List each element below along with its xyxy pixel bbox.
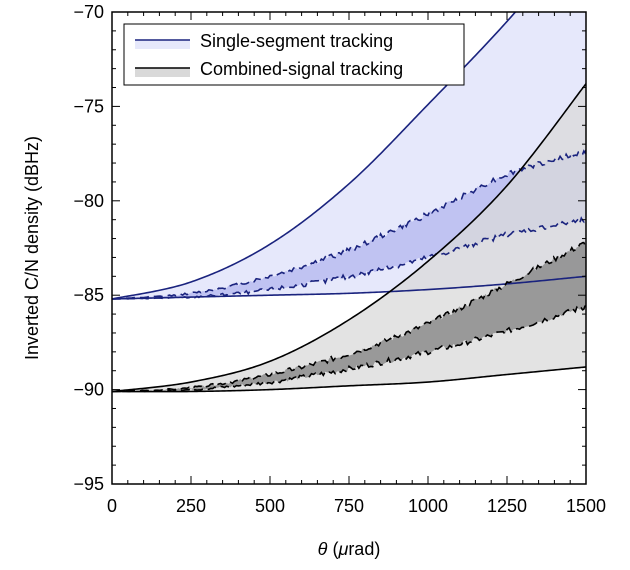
legend-swatch-single xyxy=(135,40,190,49)
series-combined-outer-lower-line xyxy=(112,366,586,393)
legend: Single-segment tracking Combined-signal … xyxy=(123,23,465,86)
ticks-layer: 0 250 500 750 1000 1250 1500 −95 −90 −85 −80 −75 −70 xyxy=(73,2,606,516)
series-single-outer-upper-line xyxy=(112,12,517,300)
y-axis-label: Inverted C/N density (dBHz) xyxy=(22,136,42,360)
x-axis-label-rest: rad) xyxy=(348,539,380,559)
x-tick-label: 500 xyxy=(255,496,285,516)
x-tick-label: 750 xyxy=(334,496,364,516)
series-combined-outer-upper-line xyxy=(112,83,586,393)
x-axis-label: θ (μrad) xyxy=(318,539,381,559)
x-axis-label-symbol: θ xyxy=(318,539,328,559)
y-tick-label: −95 xyxy=(73,474,104,494)
series-combined-inner-lower-line xyxy=(112,304,586,393)
x-axis-label-mu: μ xyxy=(337,539,348,559)
legend-swatch-combined xyxy=(135,68,190,77)
x-axis-label-open: ( xyxy=(327,539,338,559)
band-combined-inner xyxy=(112,241,586,392)
series-single-inner-lower-line xyxy=(112,216,586,300)
series-single-inner-upper-line xyxy=(112,149,586,300)
x-tick-label: 1500 xyxy=(566,496,606,516)
series-single-outer-lower-line xyxy=(112,275,586,300)
lines-layer xyxy=(112,12,586,393)
series-combined-inner-upper-line xyxy=(112,240,586,393)
legend-label-combined: Combined-signal tracking xyxy=(200,59,403,79)
y-tick-label: −75 xyxy=(73,96,104,116)
x-tick-label: 0 xyxy=(107,496,117,516)
x-tick-label: 250 xyxy=(176,496,206,516)
y-tick-label: −90 xyxy=(73,380,104,400)
y-tick-label: −85 xyxy=(73,285,104,305)
x-tick-label: 1000 xyxy=(408,496,448,516)
y-tick-label: −70 xyxy=(73,2,104,22)
legend-label-single: Single-segment tracking xyxy=(200,31,393,51)
x-tick-label: 1250 xyxy=(487,496,527,516)
y-tick-label: −80 xyxy=(73,191,104,211)
